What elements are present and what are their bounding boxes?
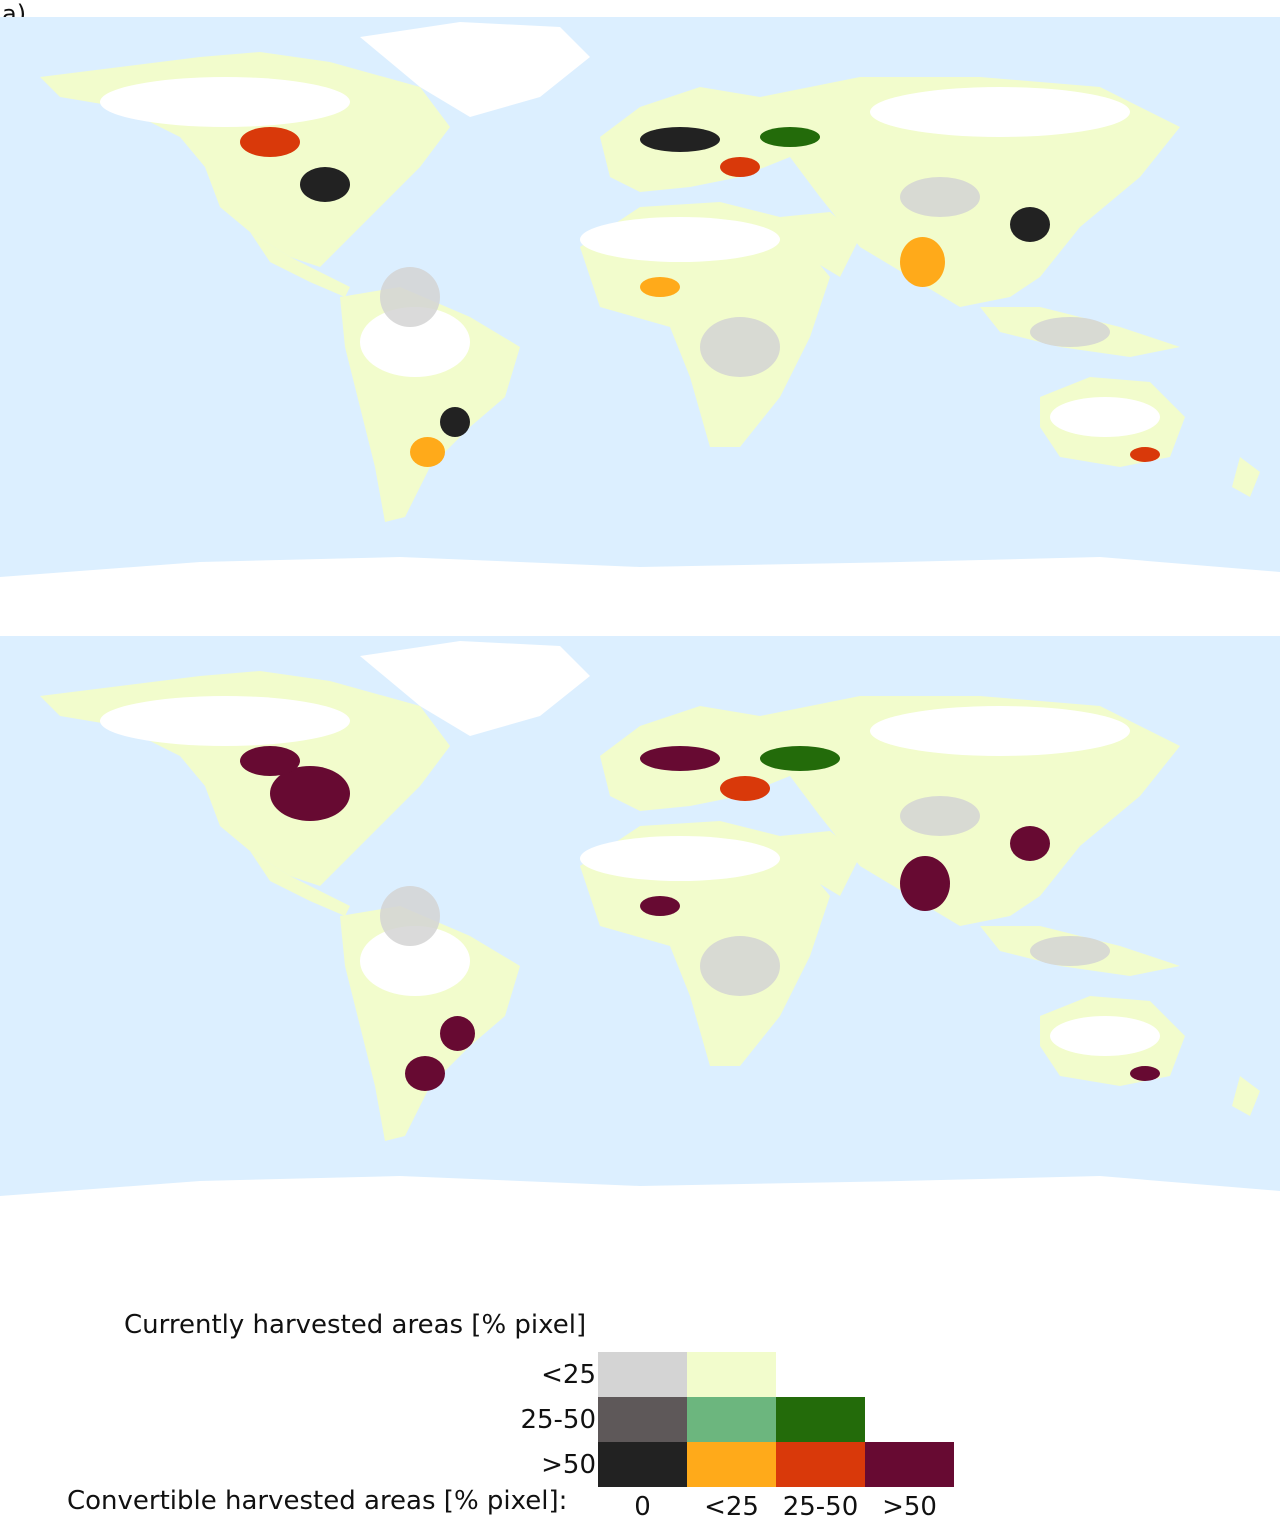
landmass-greenland xyxy=(360,22,590,117)
region-south-america-grey xyxy=(380,267,440,327)
landmass-africa xyxy=(580,202,830,447)
landmass-antarctica xyxy=(0,557,1280,617)
region-central-africa xyxy=(700,317,780,377)
landmass-arabia xyxy=(780,212,860,277)
legend-cell-r0-c1 xyxy=(687,1352,776,1397)
unharvested-sahara xyxy=(580,836,780,881)
legend-y-title: Currently harvested areas [% pixel] xyxy=(124,1310,587,1340)
hotspot-russia xyxy=(760,746,840,771)
landmass-arabia xyxy=(780,831,860,896)
legend-cell-r1-c1 xyxy=(687,1397,776,1442)
unharvested-siberia xyxy=(870,706,1130,756)
landmass-central-america xyxy=(250,232,350,297)
hotspot-australia-se xyxy=(1130,447,1160,462)
region-south-america-grey xyxy=(380,886,440,946)
landmass-central-america xyxy=(250,851,350,916)
hotspot-argentina xyxy=(405,1056,445,1091)
unharvested-sahara xyxy=(580,217,780,262)
region-china-west xyxy=(900,177,980,217)
legend-col-lt25: <25 xyxy=(704,1492,759,1522)
hotspot-ukraine xyxy=(720,157,760,177)
hotspot-canada-prairie xyxy=(240,746,300,776)
hotspot-us-corn-belt xyxy=(270,766,350,821)
legend-cell-r2-c3 xyxy=(865,1442,954,1487)
hotspot-canada-prairie xyxy=(240,127,300,157)
hotspot-nigeria xyxy=(640,277,680,297)
legend-cell-r2-c2 xyxy=(776,1442,865,1487)
region-china-west xyxy=(900,796,980,836)
legend-x-title: Convertible harvested areas [% pixel]: xyxy=(67,1486,568,1516)
legend-cell-r2-c1 xyxy=(687,1442,776,1487)
map-panel-b xyxy=(0,636,1280,1236)
region-central-africa xyxy=(700,936,780,996)
hotspot-china-east xyxy=(1010,826,1050,861)
hotspot-ukraine xyxy=(720,776,770,801)
legend-cell-r0-c0 xyxy=(598,1352,687,1397)
legend-row-25-50: 25-50 xyxy=(520,1405,596,1435)
hotspot-europe-north xyxy=(640,746,720,771)
unharvested-central-australia xyxy=(1050,397,1160,437)
hotspot-nigeria xyxy=(640,896,680,916)
legend-col-25-50: 25-50 xyxy=(782,1492,859,1522)
hotspot-brazil-south xyxy=(440,1016,475,1051)
world-map-a xyxy=(0,22,1280,617)
legend-cell-r1-c0 xyxy=(598,1397,687,1442)
landmass-new-zealand xyxy=(1232,457,1260,497)
region-indonesia xyxy=(1030,936,1110,966)
hotspot-brazil-south xyxy=(440,407,470,437)
hotspot-europe-north xyxy=(640,127,720,152)
hotspot-argentina xyxy=(410,437,445,467)
hotspot-india xyxy=(900,856,950,911)
hotspot-us-corn-belt xyxy=(300,167,350,202)
unharvested-canada-north xyxy=(100,77,350,127)
map-panel-a xyxy=(0,17,1280,617)
legend-cell-r2-c0 xyxy=(598,1442,687,1487)
legend-col-gt50: >50 xyxy=(882,1492,937,1522)
unharvested-central-australia xyxy=(1050,1016,1160,1056)
landmass-antarctica xyxy=(0,1176,1280,1236)
unharvested-siberia xyxy=(870,87,1130,137)
legend-col-0: 0 xyxy=(634,1492,651,1522)
unharvested-canada-north xyxy=(100,696,350,746)
landmass-africa xyxy=(580,821,830,1066)
landmass-greenland xyxy=(360,641,590,736)
unharvested-amazon xyxy=(360,926,470,996)
hotspot-china-east xyxy=(1010,207,1050,242)
hotspot-india xyxy=(900,237,945,287)
legend-row-gt50: >50 xyxy=(541,1450,596,1480)
legend-row-lt25: <25 xyxy=(541,1360,596,1390)
region-indonesia xyxy=(1030,317,1110,347)
landmass-new-zealand xyxy=(1232,1076,1260,1116)
unharvested-amazon xyxy=(360,307,470,377)
hotspot-russia xyxy=(760,127,820,147)
hotspot-australia-se xyxy=(1130,1066,1160,1081)
world-map-b xyxy=(0,641,1280,1236)
legend-cell-r1-c2 xyxy=(776,1397,865,1442)
